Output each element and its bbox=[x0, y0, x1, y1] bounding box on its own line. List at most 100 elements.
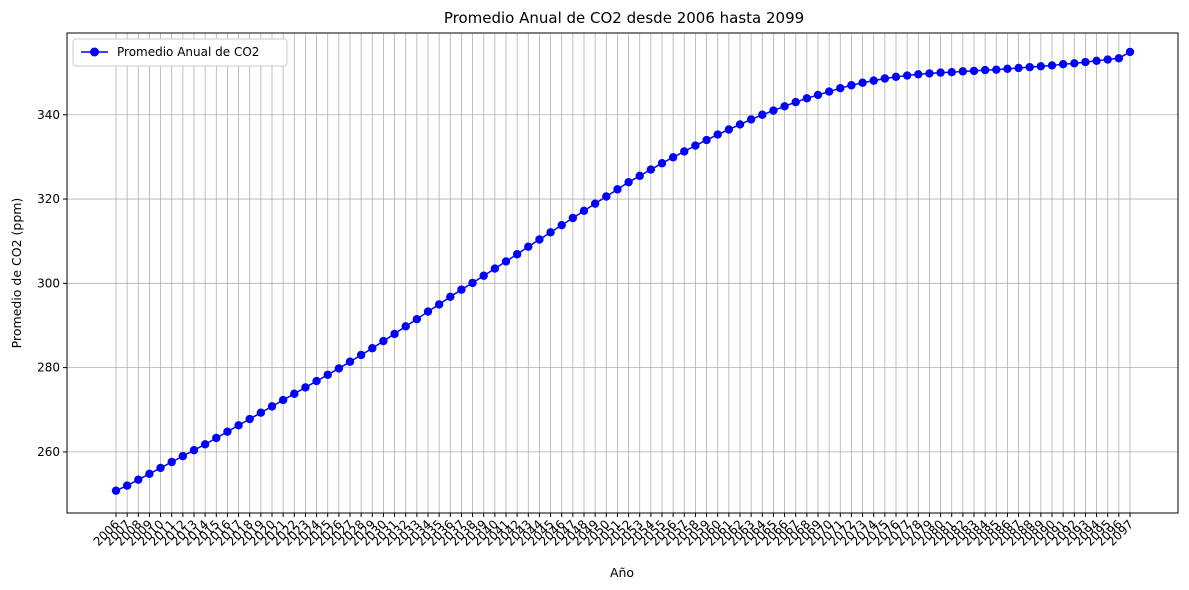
data-point bbox=[791, 97, 800, 107]
data-point bbox=[880, 74, 890, 83]
data-point bbox=[813, 90, 823, 100]
data-point bbox=[1003, 64, 1012, 74]
data-point bbox=[958, 67, 968, 76]
data-point bbox=[657, 159, 667, 168]
legend-label: Promedio Anual de CO2 bbox=[117, 45, 259, 59]
data-point bbox=[902, 71, 912, 80]
data-point bbox=[145, 469, 154, 479]
data-point bbox=[802, 94, 812, 103]
y-axis: 260 280 300 320 340 bbox=[37, 108, 67, 459]
y-tick-label: 340 bbox=[37, 108, 60, 122]
data-point bbox=[457, 285, 466, 294]
data-point bbox=[557, 220, 566, 230]
series-line bbox=[115, 51, 1131, 492]
data-point bbox=[1092, 56, 1101, 66]
data-point bbox=[1125, 47, 1135, 57]
legend: Promedio Anual de CO2 bbox=[72, 38, 288, 67]
data-point bbox=[1025, 62, 1034, 72]
data-point bbox=[1036, 62, 1046, 71]
data-point bbox=[1081, 57, 1090, 67]
data-point bbox=[312, 376, 321, 386]
data-point bbox=[992, 65, 1001, 74]
data-point bbox=[613, 185, 622, 194]
data-point bbox=[858, 78, 867, 87]
data-point bbox=[200, 440, 210, 449]
y-tick-label: 320 bbox=[37, 192, 60, 206]
data-point bbox=[245, 414, 254, 424]
data-point bbox=[646, 165, 656, 174]
data-point bbox=[278, 395, 288, 405]
y-tick-label: 280 bbox=[37, 361, 60, 375]
data-point bbox=[668, 153, 678, 162]
data-point bbox=[111, 486, 121, 495]
data-point bbox=[434, 300, 444, 309]
data-point bbox=[680, 147, 689, 156]
data-point bbox=[546, 228, 555, 237]
data-point bbox=[891, 72, 901, 82]
data-point bbox=[223, 427, 232, 436]
data-point bbox=[122, 481, 132, 490]
data-point bbox=[1047, 61, 1057, 70]
data-point bbox=[234, 421, 243, 430]
data-point bbox=[914, 70, 923, 79]
data-point bbox=[468, 278, 477, 288]
data-point bbox=[390, 329, 399, 339]
chart-title: Promedio Anual de CO2 desde 2006 hasta 2… bbox=[444, 9, 804, 27]
data-point bbox=[702, 135, 711, 145]
data-point bbox=[156, 463, 165, 473]
data-point bbox=[635, 171, 644, 181]
data-point bbox=[501, 257, 511, 266]
data-point bbox=[713, 130, 722, 139]
legend-marker bbox=[90, 47, 99, 57]
data-point bbox=[824, 87, 834, 96]
plot-area bbox=[66, 32, 1179, 514]
data-point bbox=[334, 364, 344, 373]
data-point bbox=[925, 69, 934, 78]
data-point bbox=[446, 292, 455, 302]
data-point bbox=[980, 65, 990, 75]
data-point bbox=[735, 120, 745, 129]
data-point bbox=[490, 264, 500, 273]
data-point bbox=[691, 141, 700, 150]
data-point bbox=[869, 76, 878, 85]
data-point bbox=[368, 344, 377, 353]
data-point bbox=[323, 370, 332, 379]
data-point bbox=[1070, 59, 1079, 68]
grid bbox=[67, 33, 1178, 513]
data-point bbox=[356, 350, 366, 360]
data-point bbox=[724, 125, 734, 134]
data-point bbox=[780, 102, 789, 111]
data-point bbox=[524, 242, 533, 251]
data-point bbox=[836, 84, 845, 93]
data-point bbox=[379, 336, 388, 346]
legend-box bbox=[72, 38, 288, 67]
data-point bbox=[256, 408, 266, 417]
data-point bbox=[769, 106, 778, 115]
data-point bbox=[345, 357, 355, 366]
data-point bbox=[212, 433, 221, 443]
data-point bbox=[167, 457, 176, 467]
data-point bbox=[947, 67, 956, 77]
y-tick-label: 300 bbox=[37, 276, 60, 290]
data-point bbox=[401, 322, 410, 331]
data-point bbox=[290, 389, 299, 398]
data-point bbox=[178, 451, 188, 461]
data-point bbox=[301, 383, 310, 392]
data-point bbox=[746, 115, 756, 124]
data-point bbox=[512, 250, 522, 259]
data-point bbox=[758, 110, 767, 119]
data-point bbox=[847, 81, 856, 90]
data-point bbox=[579, 206, 589, 216]
data-point bbox=[1014, 63, 1023, 73]
x-axis: 2006200720082009201020112012201320142015… bbox=[91, 513, 1136, 549]
data-point bbox=[624, 177, 633, 187]
data-point bbox=[423, 307, 433, 316]
data-point bbox=[936, 68, 945, 77]
data-point bbox=[189, 446, 199, 455]
data-point bbox=[568, 213, 578, 223]
data-point bbox=[267, 402, 277, 411]
data-point bbox=[969, 66, 979, 76]
data-point bbox=[1058, 59, 1068, 69]
data-point bbox=[535, 235, 544, 244]
